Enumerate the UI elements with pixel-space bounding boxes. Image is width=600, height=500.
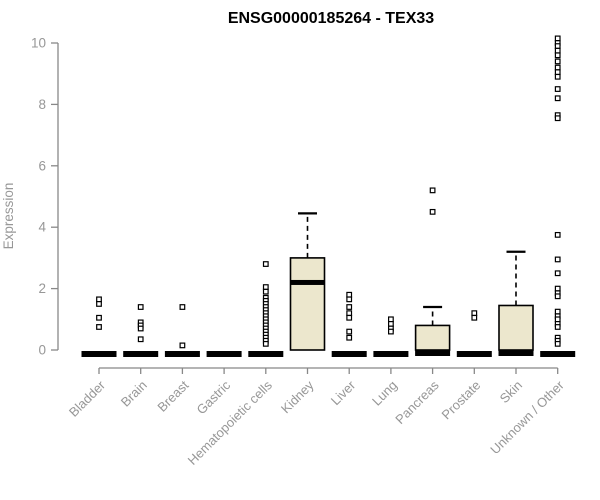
outlier-point: [346, 328, 353, 335]
outlier-point: [262, 340, 269, 347]
box-group: [414, 187, 451, 356]
outlier-point: [554, 316, 561, 323]
box-group: [123, 304, 159, 357]
box-group: [81, 296, 117, 357]
box-group: [498, 250, 534, 356]
outlier-point: [554, 285, 561, 292]
box-rect: [289, 257, 326, 351]
outlier-point: [554, 308, 561, 315]
outlier-point: [262, 284, 269, 290]
box-group: [248, 261, 284, 357]
outlier-point: [554, 95, 561, 102]
y-axis-label: Expression: [1, 183, 16, 250]
x-tick-label: Skin: [497, 378, 525, 406]
outlier-point: [96, 301, 102, 307]
x-tick-label: Prostate: [439, 378, 484, 423]
median-line: [415, 349, 451, 356]
collapsed-box-bar: [456, 351, 492, 357]
outlier-point: [554, 35, 561, 42]
median-line: [290, 279, 325, 285]
y-tick-label: 0: [38, 343, 46, 358]
box-group: [206, 351, 242, 357]
outlier-point: [96, 324, 102, 330]
outlier-point: [96, 314, 102, 321]
chart-title: ENSG00000185264 - TEX33: [228, 10, 434, 27]
y-tick-label: 6: [38, 158, 46, 173]
collapsed-box-bar: [248, 351, 284, 357]
box-group: [540, 35, 576, 357]
box-group: [456, 310, 492, 357]
collapsed-box-bar: [331, 351, 367, 357]
collapsed-box-bar: [540, 351, 576, 357]
outlier-point: [388, 328, 394, 335]
outlier-point: [346, 310, 353, 317]
outlier-point: [346, 334, 353, 341]
box-group: [373, 316, 409, 357]
median-line: [498, 349, 534, 356]
outlier-point: [96, 296, 102, 303]
collapsed-box-bar: [373, 351, 409, 357]
outlier-point: [554, 64, 561, 71]
box-rect: [414, 324, 451, 351]
x-tick-label: Unknown / Other: [487, 377, 567, 457]
outlier-point: [137, 336, 144, 343]
outlier-point: [262, 288, 269, 295]
outlier-point: [429, 208, 436, 215]
outlier-point: [388, 316, 394, 323]
outlier-point: [137, 304, 144, 310]
outlier-point: [554, 115, 561, 122]
collapsed-box-bar: [164, 351, 200, 357]
outlier-point: [346, 304, 353, 310]
collapsed-box-bar: [123, 351, 159, 357]
box-group: [164, 304, 200, 357]
outlier-point: [346, 314, 353, 321]
box-rect: [498, 304, 534, 351]
outlier-point: [554, 86, 561, 92]
y-tick-label: 8: [38, 97, 46, 112]
outlier-point: [554, 270, 561, 277]
x-tick-label: Kidney: [278, 377, 317, 416]
x-tick-label: Breast: [154, 377, 191, 414]
outlier-point: [554, 324, 561, 330]
outlier-point: [388, 321, 394, 327]
outlier-point: [179, 342, 186, 349]
outlier-point: [554, 293, 561, 300]
outlier-point: [346, 291, 353, 298]
outlier-point: [554, 47, 561, 54]
outlier-point: [554, 73, 561, 80]
outlier-point: [137, 325, 144, 332]
outlier-point: [554, 58, 561, 65]
outlier-point: [554, 256, 561, 263]
x-tick-label: Pancreas: [392, 377, 442, 427]
outlier-point: [262, 261, 269, 267]
box-group: [289, 212, 326, 351]
outlier-point: [346, 296, 353, 303]
outlier-point: [429, 187, 436, 194]
x-tick-label: Brain: [118, 378, 150, 410]
outlier-point: [554, 69, 561, 76]
y-tick-label: 2: [38, 281, 46, 296]
x-tick-label: Gastric: [194, 377, 234, 417]
x-tick-label: Bladder: [66, 377, 109, 420]
outlier-point: [554, 52, 561, 59]
outlier-point: [554, 340, 561, 347]
outlier-point: [554, 43, 561, 49]
collapsed-box-bar: [81, 351, 117, 357]
y-tick-label: 10: [31, 36, 46, 51]
x-tick-label: Lung: [369, 378, 400, 409]
outlier-point: [554, 231, 561, 238]
outlier-point: [471, 310, 478, 317]
x-tick-label: Liver: [328, 377, 359, 408]
outlier-point: [179, 304, 186, 310]
box-group: [331, 291, 367, 357]
y-tick-label: 4: [38, 220, 46, 235]
collapsed-box-bar: [206, 351, 242, 357]
outlier-point: [471, 314, 478, 321]
